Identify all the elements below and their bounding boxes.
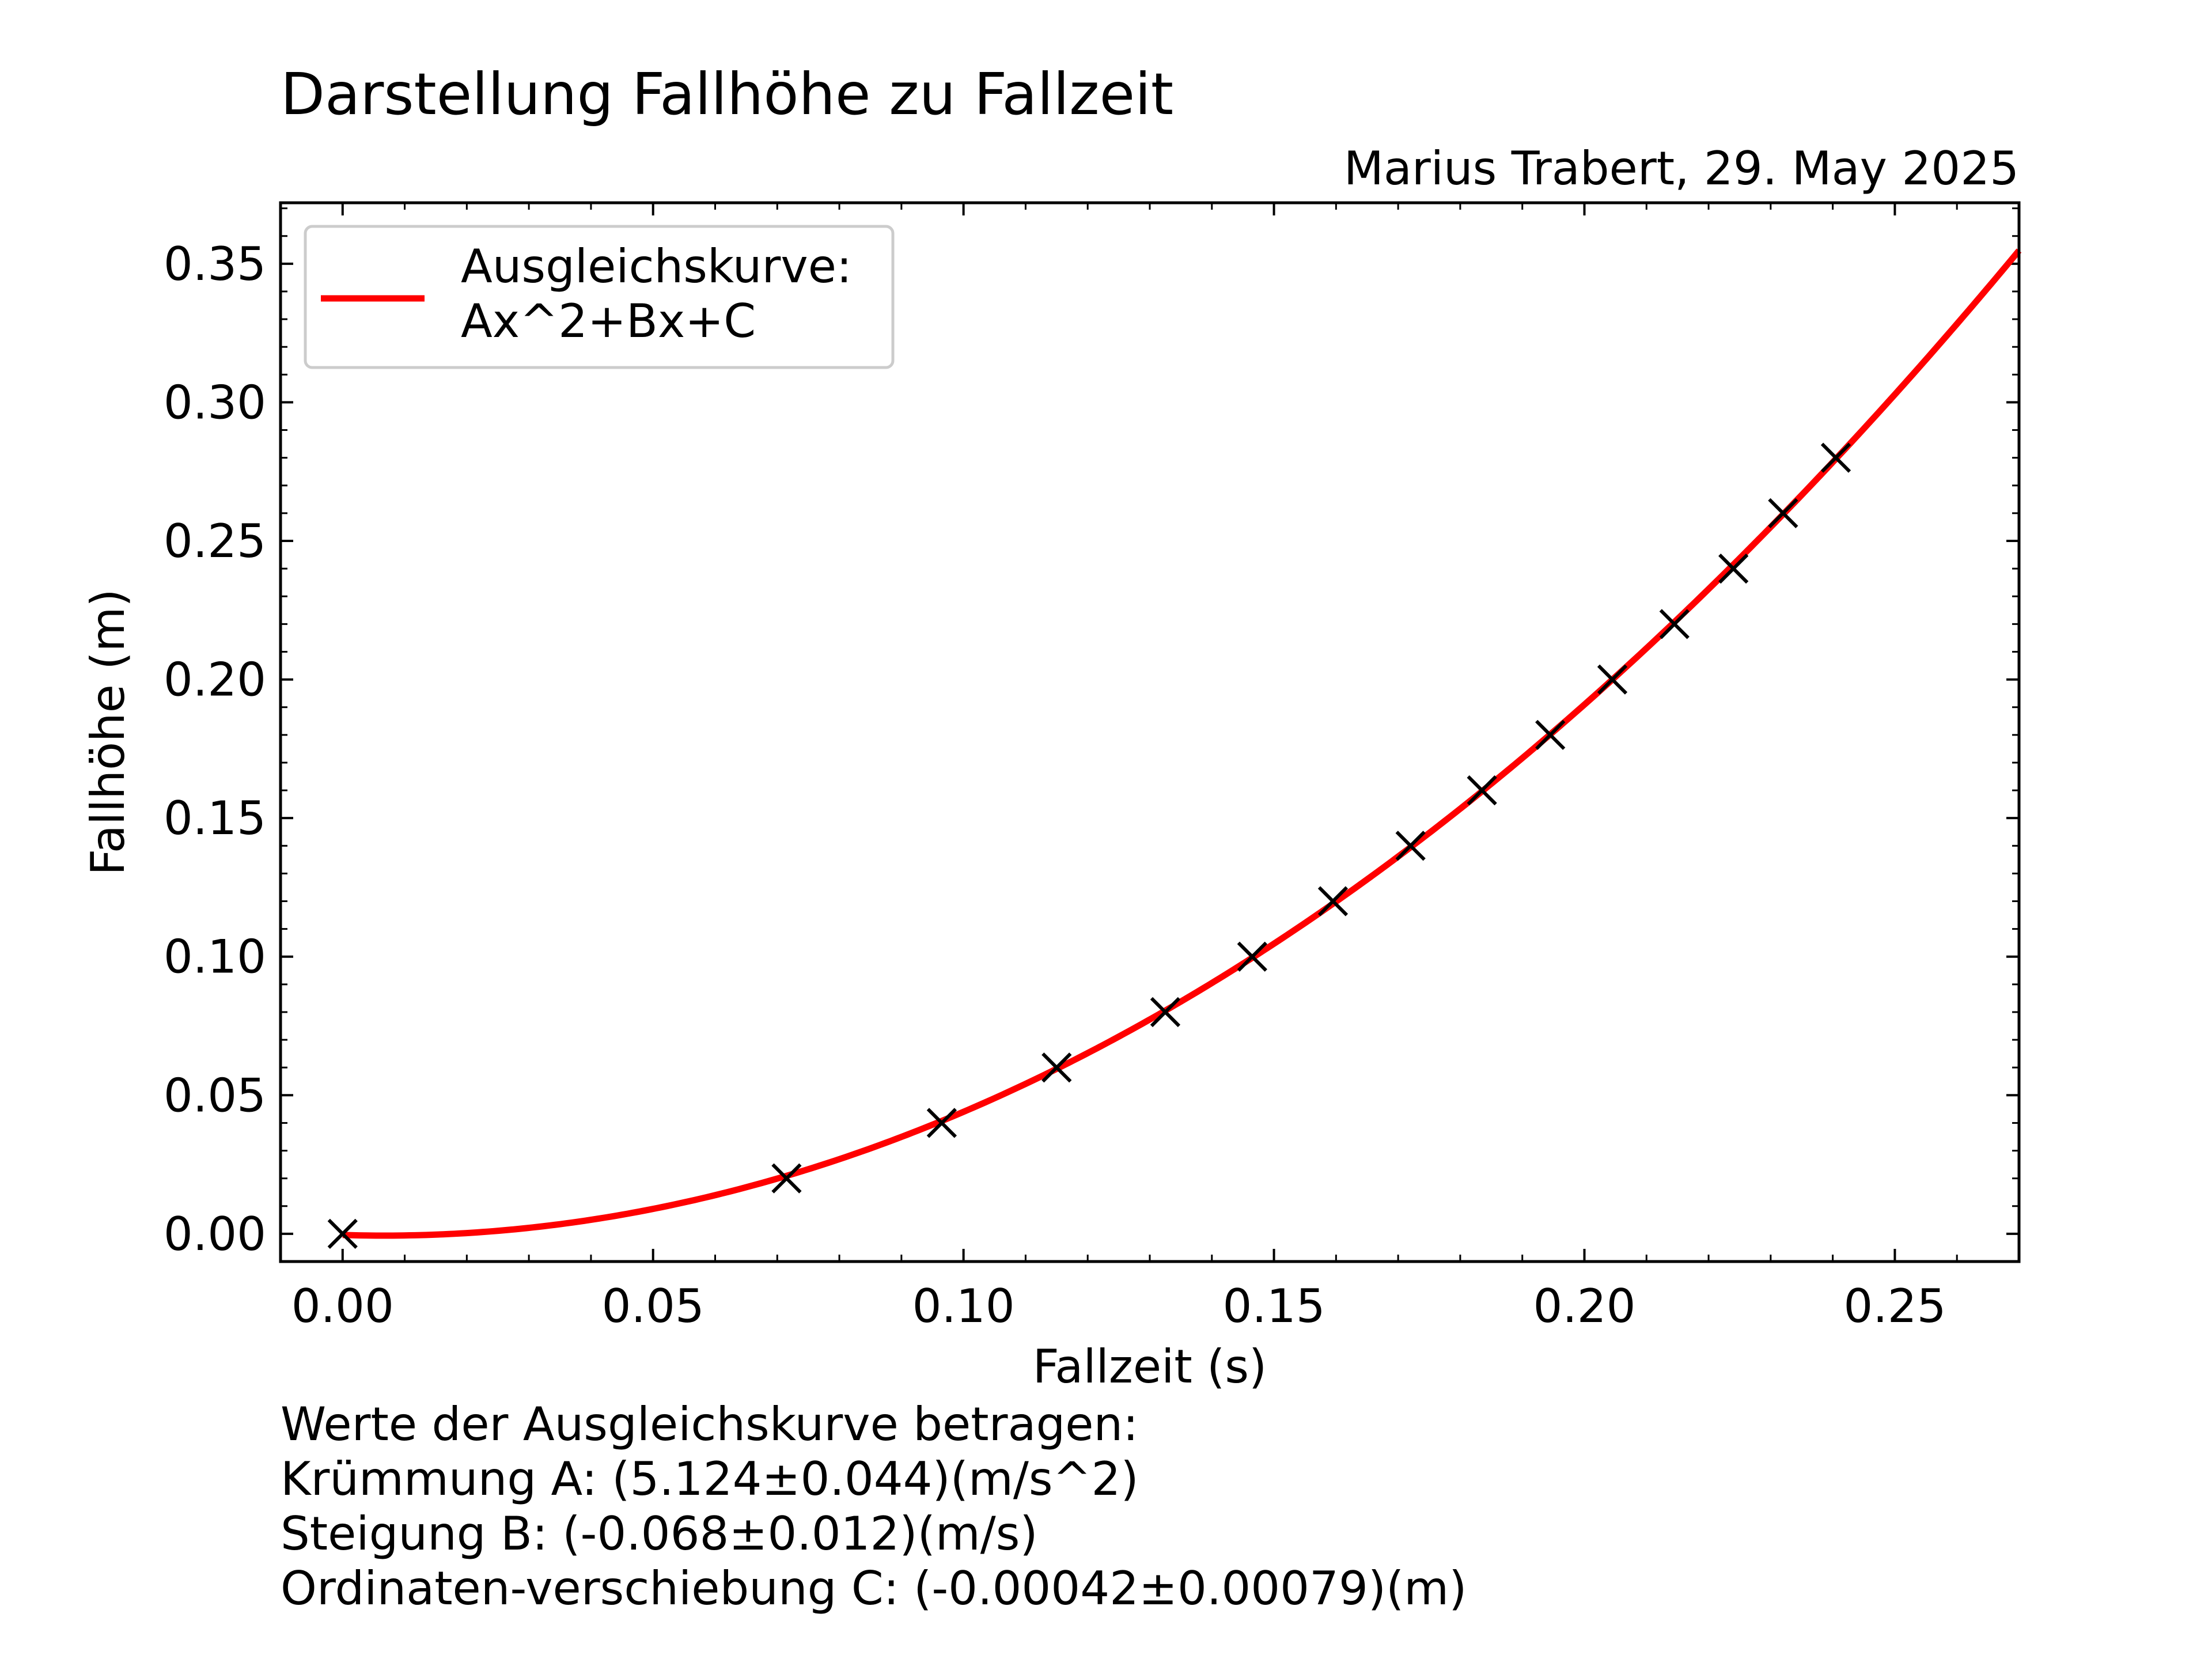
x-tick-label: 0.20: [1533, 1279, 1635, 1333]
y-tick-label: 0.30: [164, 376, 266, 429]
chart-title: Darstellung Fallhöhe zu Fallzeit: [281, 60, 1173, 128]
legend-label-line1: Ausgleichskurve:: [461, 240, 852, 293]
data-point: [1768, 498, 1798, 529]
y-tick-label: 0.15: [164, 791, 266, 845]
fit-parameters-heading: Werte der Ausgleichskurve betragen:: [281, 1397, 1139, 1451]
plot-frame: [279, 201, 2021, 1263]
data-point: [1659, 609, 1690, 639]
data-point: [1535, 719, 1566, 750]
y-tick-label: 0.00: [164, 1207, 266, 1261]
data-point: [1317, 886, 1349, 916]
x-tick-label: 0.00: [291, 1279, 394, 1333]
data-point: [1237, 941, 1267, 972]
chart-subtitle: Marius Trabert, 29. May 2025: [1344, 142, 2019, 195]
data-point: [1041, 1052, 1072, 1083]
x-tick-label: 0.25: [1843, 1279, 1946, 1333]
x-tick-label: 0.05: [602, 1279, 704, 1333]
fit-parameters: Werte der Ausgleichskurve betragen: Krüm…: [281, 1397, 1467, 1616]
y-tick-label: 0.10: [164, 930, 266, 984]
data-point: [771, 1163, 802, 1194]
data-point: [1150, 997, 1181, 1028]
legend-box: [304, 225, 895, 369]
data-point: [327, 1218, 358, 1249]
y-tick-label: 0.20: [164, 653, 266, 707]
legend: Ausgleichskurve: Ax^2+Bx+C: [304, 225, 895, 369]
data-point: [1718, 553, 1749, 584]
y-axis-label: Fallhöhe (m): [81, 589, 135, 876]
fit-parameter-a: Krümmung A: (5.124±0.044)(m/s^2): [281, 1452, 1139, 1506]
fit-curve: [342, 248, 2022, 1239]
fit-parameter-c: Ordinaten-verschiebung C: (-0.00042±0.00…: [281, 1562, 1467, 1615]
data-point: [1395, 831, 1426, 861]
data-point: [926, 1108, 957, 1138]
fit-parameter-b: Steigung B: (-0.068±0.012)(m/s): [281, 1507, 1038, 1560]
y-tick-label: 0.05: [164, 1069, 266, 1122]
legend-label-line2: Ax^2+Bx+C: [461, 294, 756, 348]
x-tick-label: 0.15: [1223, 1279, 1325, 1333]
data-point: [1467, 775, 1497, 806]
y-tick-label: 0.25: [164, 514, 266, 568]
tick-labels: 0.00 0.05 0.10 0.15 0.20 0.25 0.00 0.05 0.10 0.15…: [164, 237, 1946, 1333]
x-tick-label: 0.10: [912, 1279, 1015, 1333]
data-point: [1597, 664, 1628, 695]
x-axis-label: Fallzeit (s): [1033, 1340, 1267, 1393]
data-markers: [327, 442, 1851, 1249]
y-tick-label: 0.35: [164, 237, 266, 291]
data-point: [1820, 442, 1851, 473]
